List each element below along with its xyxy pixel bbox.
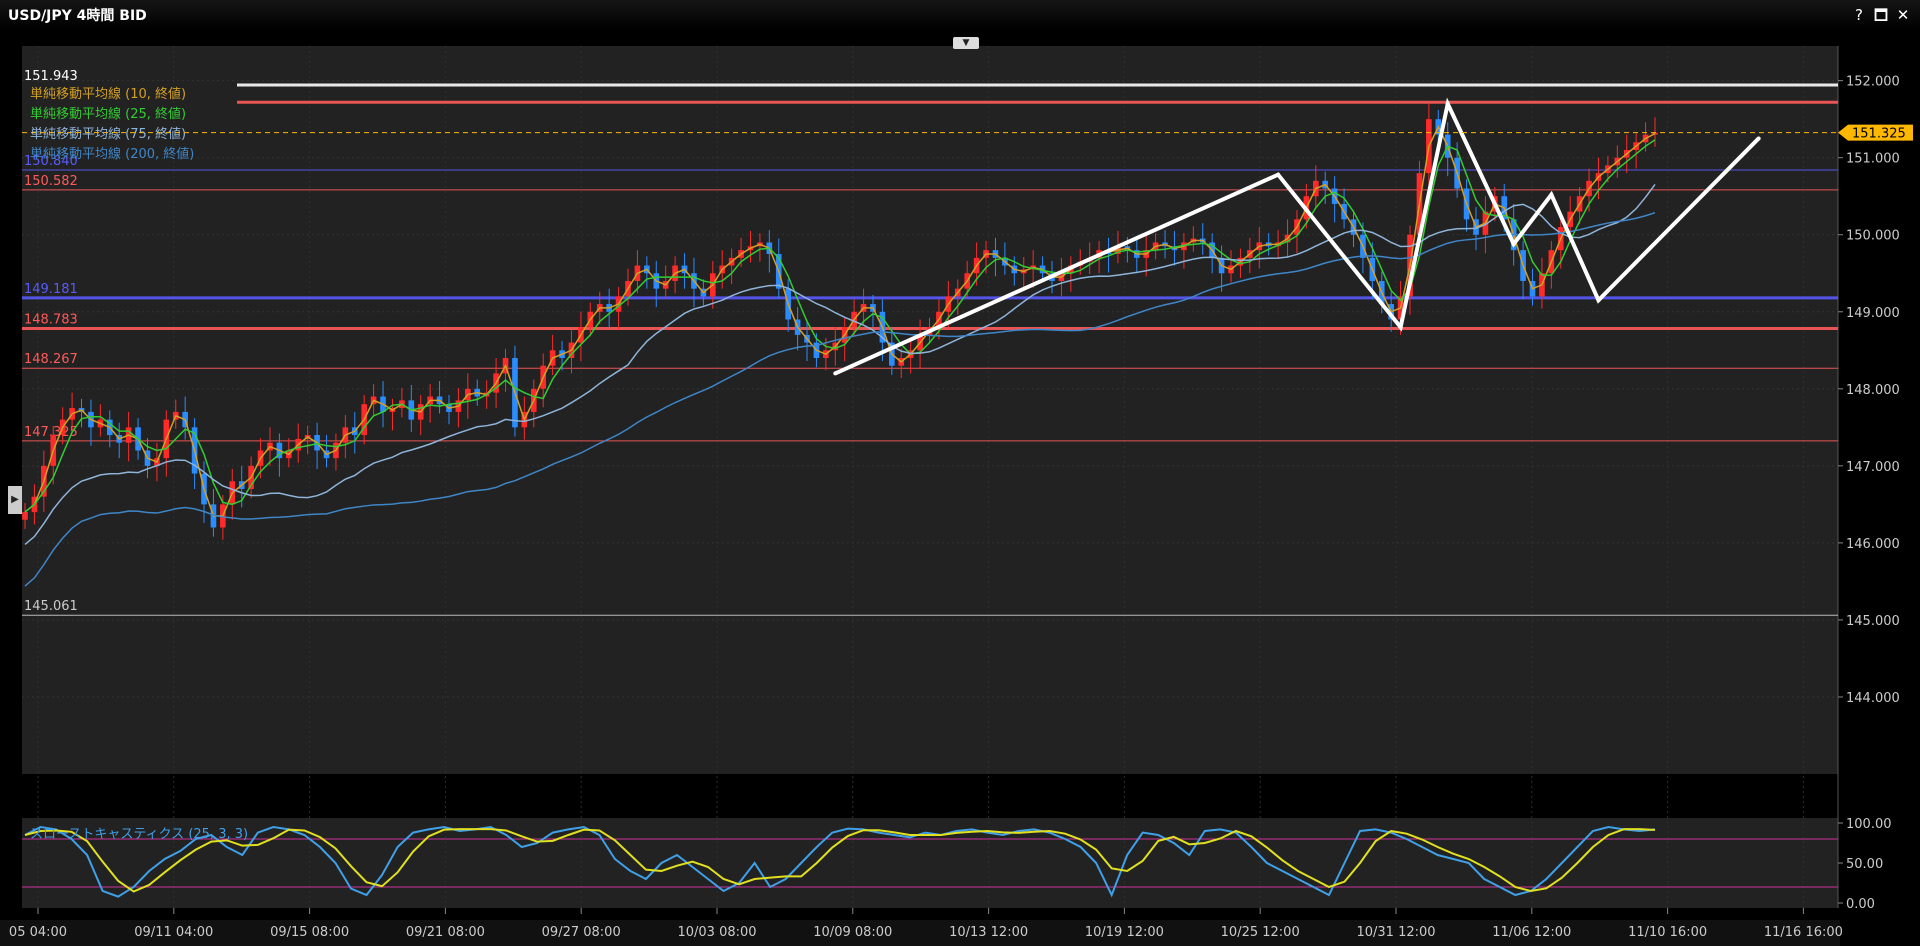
y-tick-label: 149.000: [1846, 306, 1900, 321]
x-tick-label: 05 04:00: [9, 925, 67, 940]
x-tick-label: 09/11 04:00: [134, 925, 213, 940]
stoch-y-tick-label: 50.00: [1846, 857, 1883, 872]
drawing-vertex: [1276, 172, 1281, 177]
moving-average-line: [24, 139, 1656, 513]
ma-legend-item: 単純移動平均線 (200, 終値): [30, 146, 194, 162]
y-tick-label: 150.000: [1846, 229, 1900, 244]
drawing-vertex: [1445, 101, 1450, 106]
y-tick-label: 145.000: [1846, 614, 1900, 629]
horizontal-line-label: 148.267: [24, 352, 78, 367]
x-tick-label: 10/19 12:00: [1085, 925, 1164, 940]
moving-average-line: [24, 211, 1656, 587]
stoch-y-tick-label: 0.00: [1846, 897, 1875, 912]
chevron-right-icon[interactable]: ▶: [8, 486, 22, 514]
y-tick-label: 152.000: [1846, 75, 1900, 90]
moving-average-line: [24, 125, 1656, 517]
horizontal-line-label: 148.783: [24, 312, 78, 327]
candle: [1652, 132, 1658, 135]
horizontal-line-label: 149.181: [24, 282, 78, 297]
stochastic-title: スローストキャスティクス (25, 3, 3): [30, 827, 248, 842]
x-tick-label: 10/31 12:00: [1356, 925, 1435, 940]
drawing-vertex: [1756, 136, 1761, 141]
drawing-polyline: [834, 97, 1761, 376]
y-tick-label: 144.000: [1846, 691, 1900, 706]
ma-legend-item: 単純移動平均線 (25, 終値): [30, 106, 186, 122]
stoch-d-line: [24, 828, 1656, 893]
x-tick-label: 11/16 16:00: [1764, 925, 1843, 940]
horizontal-line-label: 145.061: [24, 599, 78, 614]
x-tick-label: 10/13 12:00: [949, 925, 1028, 940]
drawing-vertex: [1596, 298, 1601, 303]
current-price-label: 151.325: [1852, 127, 1906, 142]
drawing-vertex: [1511, 241, 1516, 246]
ma-legend-item: 単純移動平均線 (75, 終値): [30, 126, 186, 142]
x-tick-label: 09/15 08:00: [270, 925, 349, 940]
x-tick-label: 09/27 08:00: [542, 925, 621, 940]
title-bar: USD/JPY 4時間 BID ? 🗖 ✕: [0, 0, 1920, 30]
x-tick-label: 09/21 08:00: [406, 925, 485, 940]
help-icon[interactable]: ?: [1855, 6, 1863, 24]
horizontal-line-label: 151.943: [24, 69, 78, 84]
drawing-vertex: [833, 371, 838, 376]
x-tick-label: 10/25 12:00: [1221, 925, 1300, 940]
window-title: USD/JPY 4時間 BID: [8, 8, 147, 24]
moving-average-line: [24, 183, 1656, 546]
x-tick-label: 11/10 16:00: [1628, 925, 1707, 940]
horizontal-line-label: 150.582: [24, 174, 78, 189]
time-axis: [0, 920, 1840, 946]
x-tick-label: 11/06 12:00: [1492, 925, 1571, 940]
x-tick-label: 10/09 08:00: [813, 925, 892, 940]
stoch-y-tick-label: 100.00: [1846, 817, 1892, 832]
maximize-icon[interactable]: 🗖: [1873, 6, 1889, 24]
stoch-k-line: [24, 825, 1656, 898]
chevron-down-icon[interactable]: ▼: [953, 37, 979, 49]
horizontal-line-label: 150.840: [24, 154, 78, 169]
candle: [22, 512, 28, 520]
drawing-vertex: [1398, 325, 1403, 330]
y-tick-label: 151.000: [1846, 152, 1900, 167]
y-tick-label: 146.000: [1846, 537, 1900, 552]
main-panel: [22, 46, 1838, 774]
close-icon[interactable]: ✕: [1896, 6, 1910, 24]
y-tick-label: 148.000: [1846, 383, 1900, 398]
chart-area[interactable]: 152.000 151.000 150.000 149.000 148.000 147.0…: [0, 30, 1920, 946]
current-price-marker: [1838, 124, 1913, 141]
drawing-vertex: [1549, 192, 1554, 197]
x-tick-label: 10/03 08:00: [677, 925, 756, 940]
ma-legend-item: 単純移動平均線 (10, 終値): [30, 86, 186, 102]
y-tick-label: 147.000: [1846, 460, 1900, 475]
